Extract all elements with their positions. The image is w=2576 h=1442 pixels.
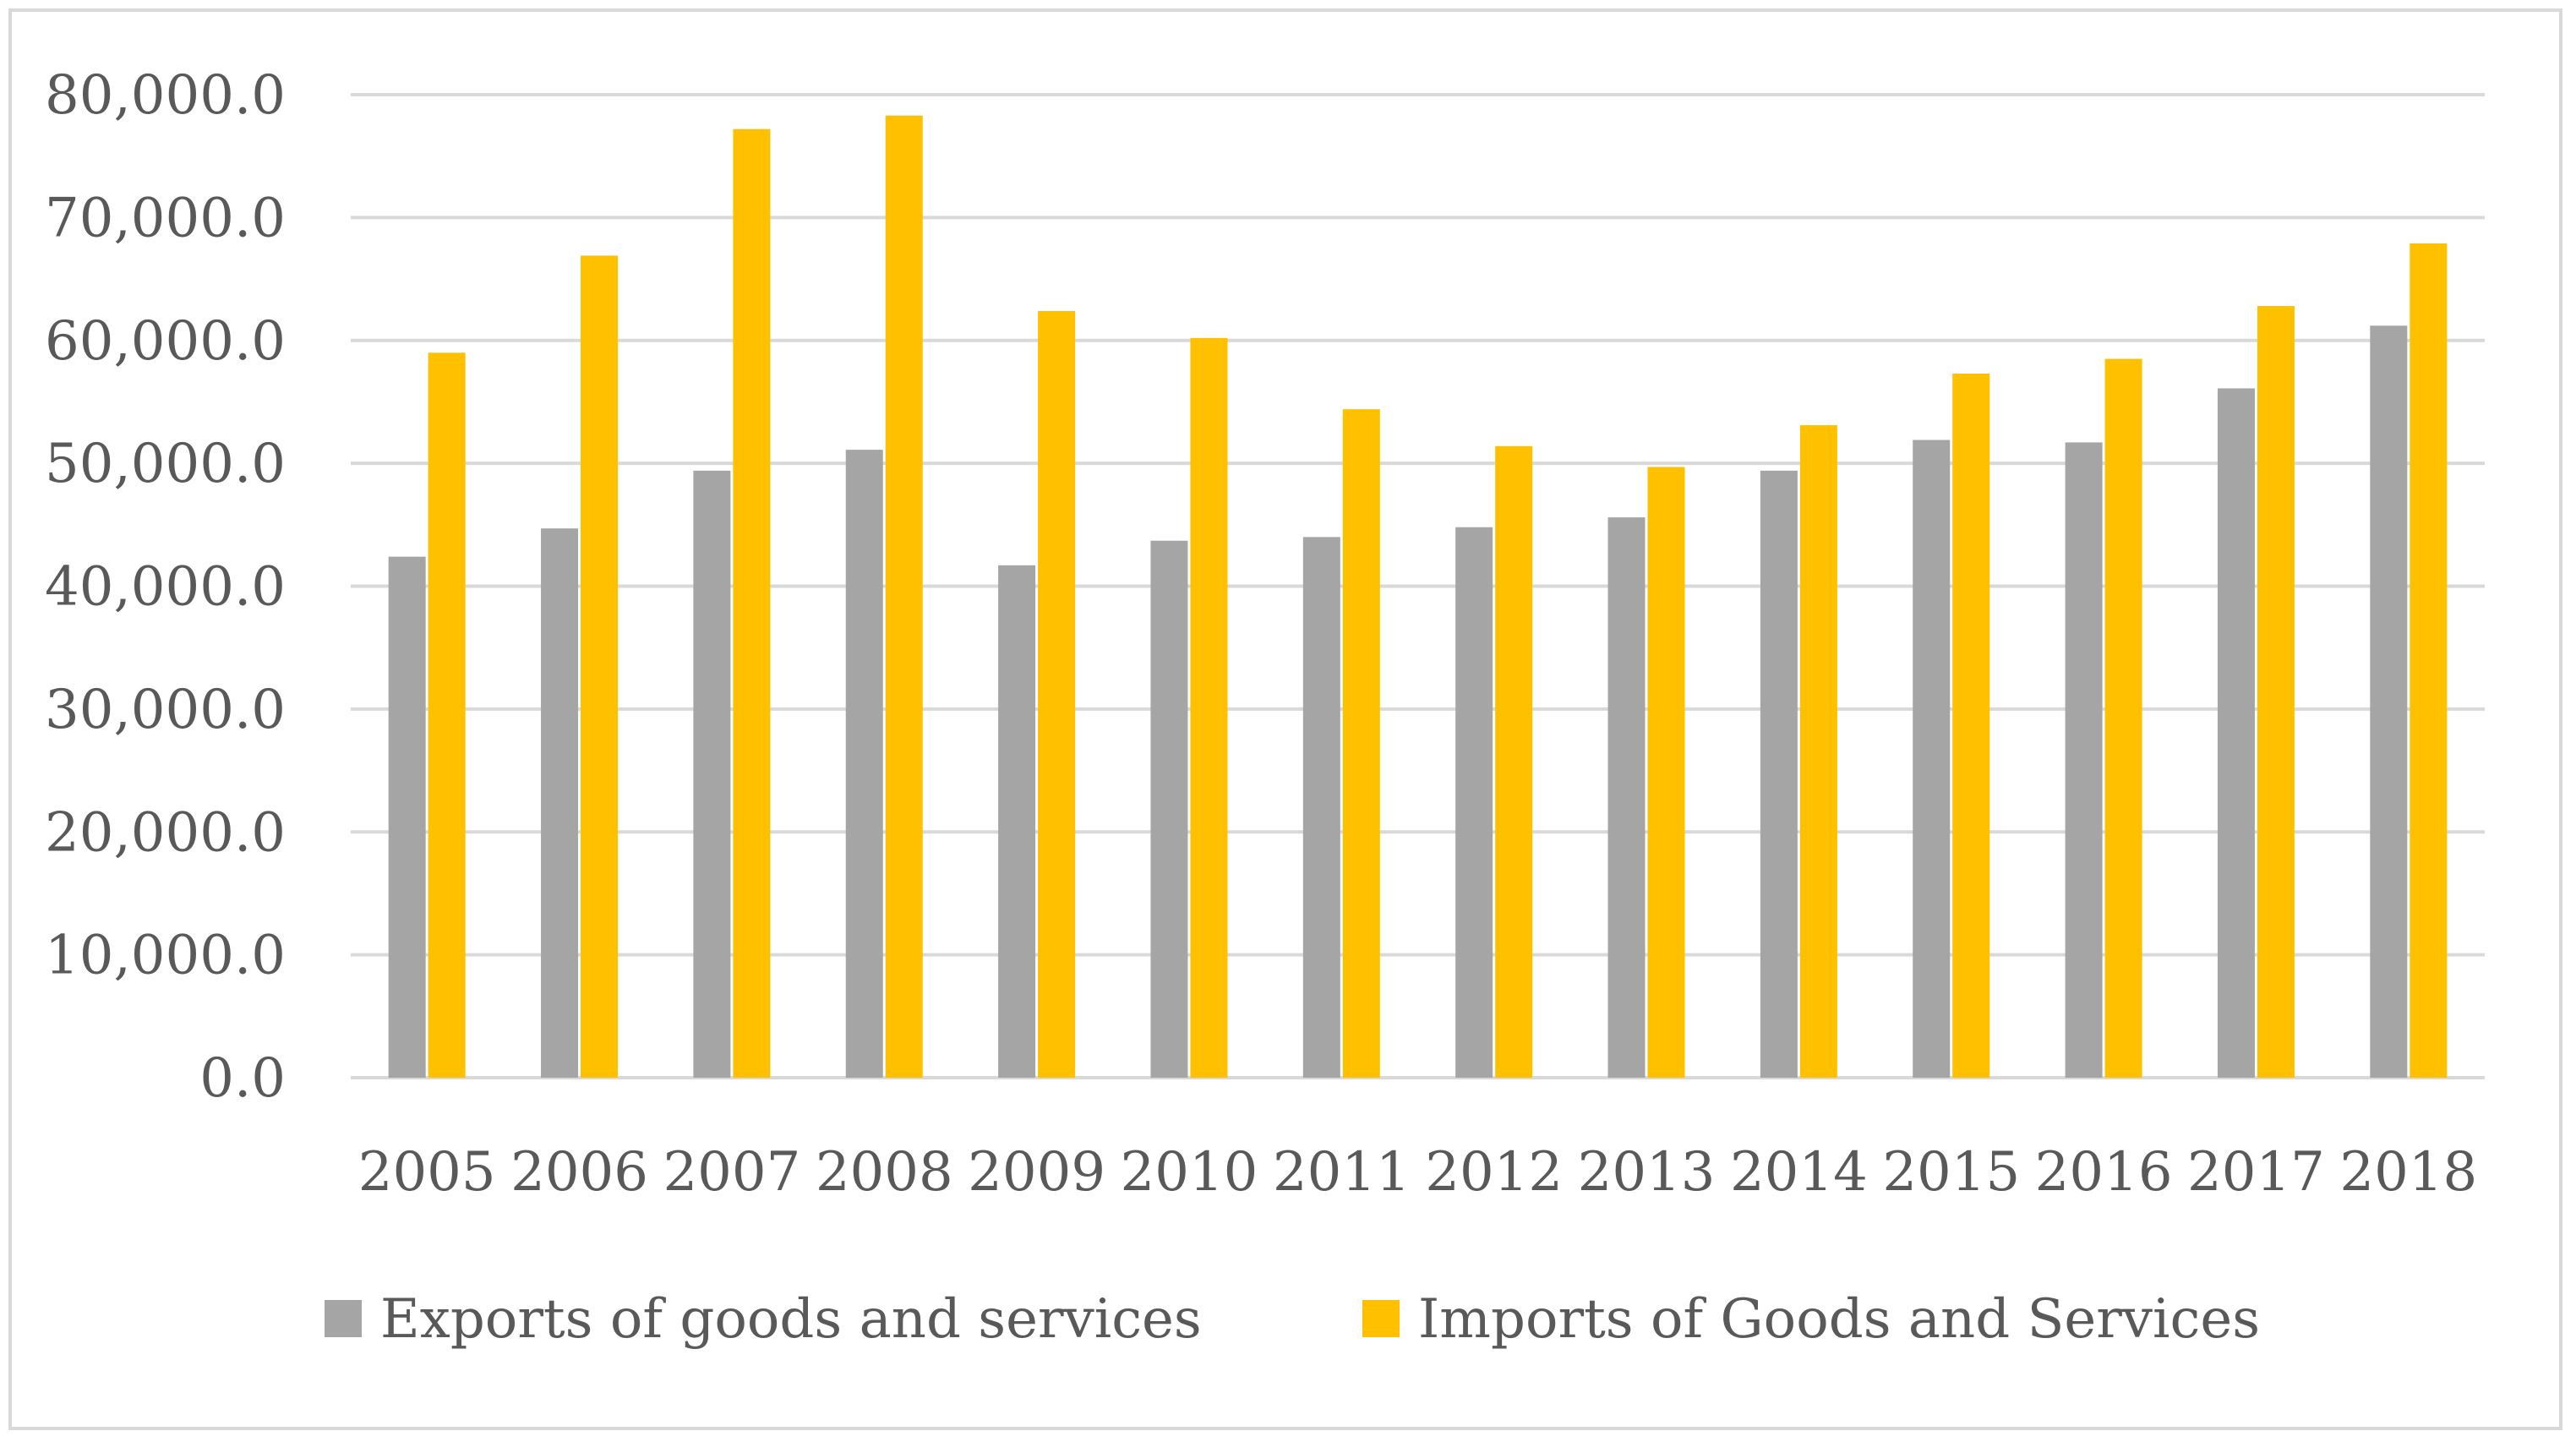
bar-exports-2017 [2217, 388, 2255, 1078]
bar-exports-2009 [998, 565, 1036, 1078]
x-tick-label: 2015 [1882, 1141, 2020, 1204]
bars [388, 115, 2448, 1079]
y-tick-label: 20,000.0 [45, 801, 286, 864]
legend-swatch [325, 1300, 362, 1337]
gridlines [351, 93, 2485, 1079]
bar-exports-2006 [541, 528, 579, 1078]
bar-imports-2007 [733, 128, 771, 1079]
x-tick-label: 2008 [816, 1141, 953, 1204]
x-tick-label: 2006 [510, 1141, 648, 1204]
x-tick-label: 2009 [968, 1141, 1105, 1204]
x-tick-label: 2010 [1121, 1141, 1258, 1204]
bar-exports-2011 [1302, 537, 1340, 1078]
y-axis-tick-labels: 0.0 10,000.0 20,000.0 30,000.0 40,000.0 50,00… [45, 64, 286, 1110]
legend-label: Imports of Goods and Services [1418, 1288, 2260, 1351]
x-axis-tick-labels: 2005 2006 2007 2008 2009 2010 2011 2012 2013 2014… [358, 1141, 2478, 1204]
x-tick-label: 2007 [663, 1141, 800, 1204]
bar-exports-2005 [388, 556, 426, 1078]
y-tick-label: 40,000.0 [45, 556, 286, 619]
bar-imports-2018 [2410, 243, 2448, 1078]
bar-imports-2016 [2104, 358, 2142, 1078]
legend: Exports of goods and services Imports of … [325, 1288, 2260, 1351]
bar-imports-2017 [2257, 306, 2295, 1078]
y-tick-label: 10,000.0 [45, 925, 286, 987]
legend-label: Exports of goods and services [380, 1288, 1202, 1351]
y-tick-label: 80,000.0 [45, 64, 286, 127]
bar-imports-2011 [1342, 409, 1380, 1078]
x-tick-label: 2016 [2035, 1141, 2173, 1204]
y-tick-label: 70,000.0 [45, 187, 286, 249]
x-tick-label: 2012 [1425, 1141, 1563, 1204]
x-tick-label: 2017 [2187, 1141, 2325, 1204]
y-tick-label: 30,000.0 [45, 679, 286, 741]
bar-exports-2016 [2065, 442, 2103, 1078]
bar-exports-2012 [1455, 527, 1493, 1078]
bar-imports-2014 [1799, 425, 1837, 1079]
y-tick-label: 50,000.0 [45, 433, 286, 495]
bar-imports-2012 [1495, 445, 1533, 1078]
bar-imports-2013 [1647, 467, 1685, 1078]
legend-swatch [1362, 1300, 1400, 1337]
bar-exports-2008 [845, 450, 883, 1078]
bar-exports-2013 [1607, 517, 1645, 1078]
bar-exports-2015 [1913, 440, 1951, 1078]
bar-imports-2006 [581, 255, 619, 1078]
x-tick-label: 2013 [1578, 1141, 1716, 1204]
bar-exports-2014 [1760, 470, 1798, 1078]
x-tick-label: 2011 [1273, 1141, 1411, 1204]
bar-imports-2009 [1038, 310, 1076, 1078]
x-tick-label: 2005 [358, 1141, 496, 1204]
bar-exports-2007 [693, 470, 731, 1078]
bar-imports-2015 [1952, 374, 1990, 1079]
bar-imports-2008 [885, 115, 923, 1078]
bar-exports-2018 [2370, 325, 2408, 1078]
y-tick-label: 60,000.0 [45, 310, 286, 373]
bar-imports-2010 [1190, 337, 1228, 1078]
bar-imports-2005 [428, 352, 466, 1079]
x-tick-label: 2014 [1730, 1141, 1868, 1204]
x-tick-label: 2018 [2339, 1141, 2477, 1204]
bar-exports-2010 [1150, 540, 1188, 1078]
y-tick-label: 0.0 [199, 1047, 286, 1110]
